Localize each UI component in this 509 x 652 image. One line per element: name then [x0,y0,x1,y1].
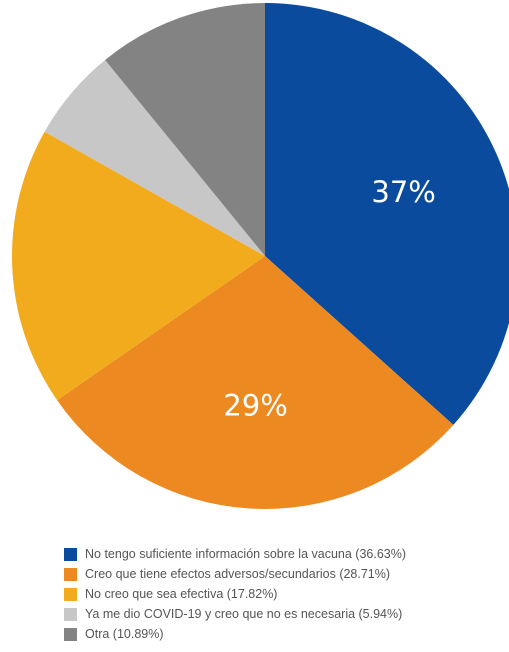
legend-swatch [64,567,77,581]
pie-data-labels: 37% 29% [223,175,436,422]
pie-data-label-1: 37% [371,175,435,209]
pie-slice-4 [44,59,266,256]
legend-swatch [64,587,77,601]
legend-label: Ya me dio COVID-19 y creo que no es nece… [85,607,403,621]
pie-slice-5 [105,3,265,256]
pie-data-label-2: 29% [223,389,287,423]
legend: No tengo suficiente información sobre la… [64,544,406,644]
legend-label: Otra (10.89%) [85,627,164,641]
pie-slice-2 [57,256,454,510]
legend-item: Ya me dio COVID-19 y creo que no es nece… [64,604,406,624]
legend-label: No tengo suficiente información sobre la… [85,547,407,561]
pie-chart: 37% 29% [11,3,509,510]
pie-slice-3 [11,131,265,401]
legend-swatch [64,607,77,621]
legend-item: No creo que sea efectiva (17.82%) [64,584,406,604]
legend-swatch [64,547,77,561]
pie-slice-1 [265,3,509,425]
legend-item: Otra (10.89%) [64,624,406,644]
legend-item: No tengo suficiente información sobre la… [64,544,406,564]
legend-item: Creo que tiene efectos adversos/secundar… [64,564,406,584]
pie-slices [11,3,509,510]
legend-swatch [64,627,77,641]
legend-label: Creo que tiene efectos adversos/secundar… [85,567,391,581]
legend-label: No creo que sea efectiva (17.82%) [85,587,278,601]
